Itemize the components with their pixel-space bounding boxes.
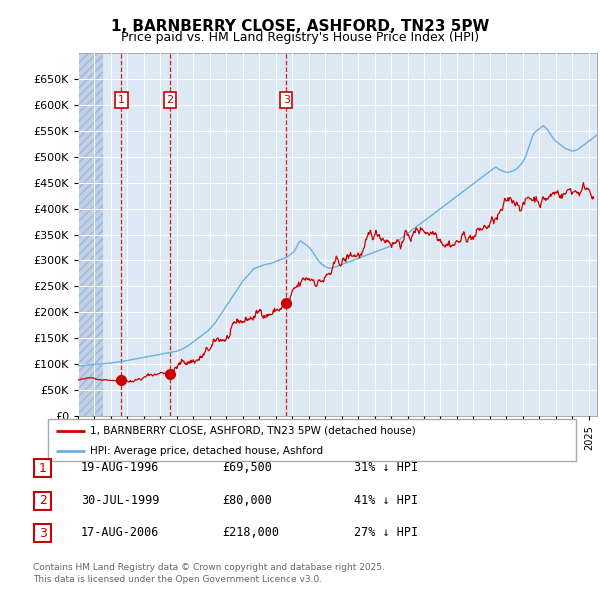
Text: £69,500: £69,500 [222, 461, 272, 474]
Text: 41% ↓ HPI: 41% ↓ HPI [354, 494, 418, 507]
Text: 2: 2 [38, 494, 47, 507]
Text: Price paid vs. HM Land Registry's House Price Index (HPI): Price paid vs. HM Land Registry's House … [121, 31, 479, 44]
Text: 1, BARNBERRY CLOSE, ASHFORD, TN23 5PW: 1, BARNBERRY CLOSE, ASHFORD, TN23 5PW [111, 19, 489, 34]
FancyBboxPatch shape [34, 460, 51, 477]
Text: 3: 3 [38, 527, 47, 540]
FancyBboxPatch shape [48, 419, 576, 461]
Text: 1, BARNBERRY CLOSE, ASHFORD, TN23 5PW (detached house): 1, BARNBERRY CLOSE, ASHFORD, TN23 5PW (d… [90, 426, 416, 436]
Text: Contains HM Land Registry data © Crown copyright and database right 2025.
This d: Contains HM Land Registry data © Crown c… [33, 563, 385, 584]
Text: 2: 2 [166, 95, 173, 105]
Text: 17-AUG-2006: 17-AUG-2006 [81, 526, 160, 539]
Text: 1: 1 [38, 462, 47, 475]
Text: 19-AUG-1996: 19-AUG-1996 [81, 461, 160, 474]
Text: 27% ↓ HPI: 27% ↓ HPI [354, 526, 418, 539]
Text: 1: 1 [118, 95, 125, 105]
Text: £218,000: £218,000 [222, 526, 279, 539]
Text: 30-JUL-1999: 30-JUL-1999 [81, 494, 160, 507]
Bar [78, 53, 103, 416]
Text: 31% ↓ HPI: 31% ↓ HPI [354, 461, 418, 474]
Text: £80,000: £80,000 [222, 494, 272, 507]
Text: 3: 3 [283, 95, 290, 105]
FancyBboxPatch shape [34, 525, 51, 542]
FancyBboxPatch shape [34, 492, 51, 510]
Text: HPI: Average price, detached house, Ashford: HPI: Average price, detached house, Ashf… [90, 446, 323, 455]
